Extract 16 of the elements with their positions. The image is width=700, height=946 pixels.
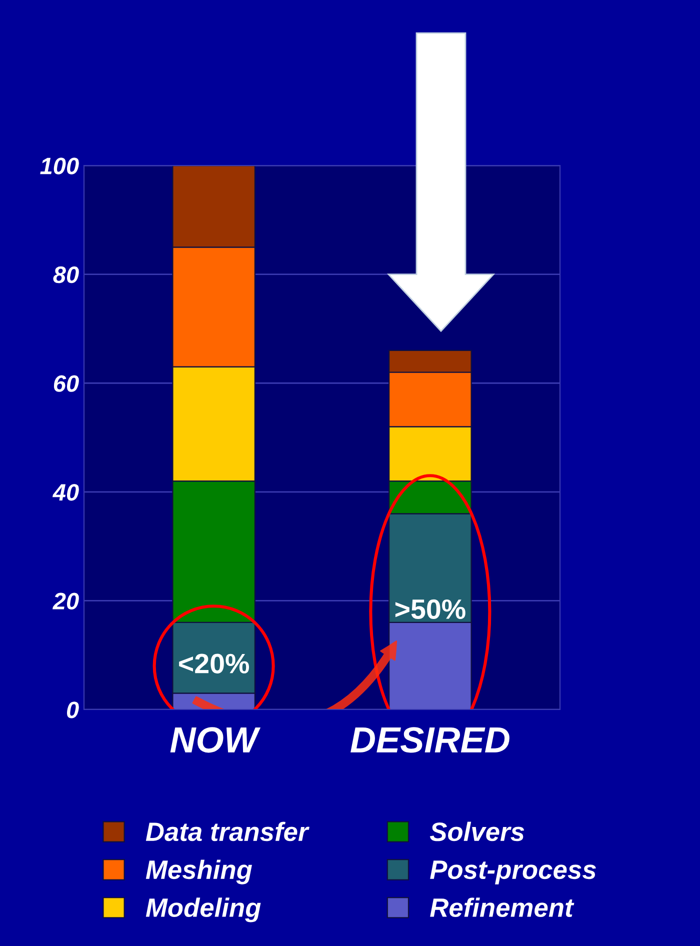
annotation: >50% — [395, 599, 466, 620]
y-tick-label: 60 — [54, 375, 79, 392]
y-tick-label: 80 — [53, 266, 79, 284]
y-tick-label: 20 — [52, 592, 79, 610]
legend-label: Solvers — [430, 822, 524, 842]
y-tick-label: 0 — [66, 702, 79, 718]
legend-label: Meshing — [146, 860, 252, 884]
legend-label: Modeling — [146, 898, 261, 922]
y-tick-label: 40 — [52, 484, 79, 501]
x-tick-label: DESIRED — [350, 727, 510, 753]
legend-label: Data transfer — [146, 822, 310, 842]
legend-label: Post-process — [430, 860, 596, 884]
y-tick-label: 100 — [40, 158, 79, 174]
x-tick-label: NOW — [170, 727, 261, 753]
annotation: <20% — [179, 654, 249, 674]
legend-label: Refinement — [430, 898, 574, 918]
